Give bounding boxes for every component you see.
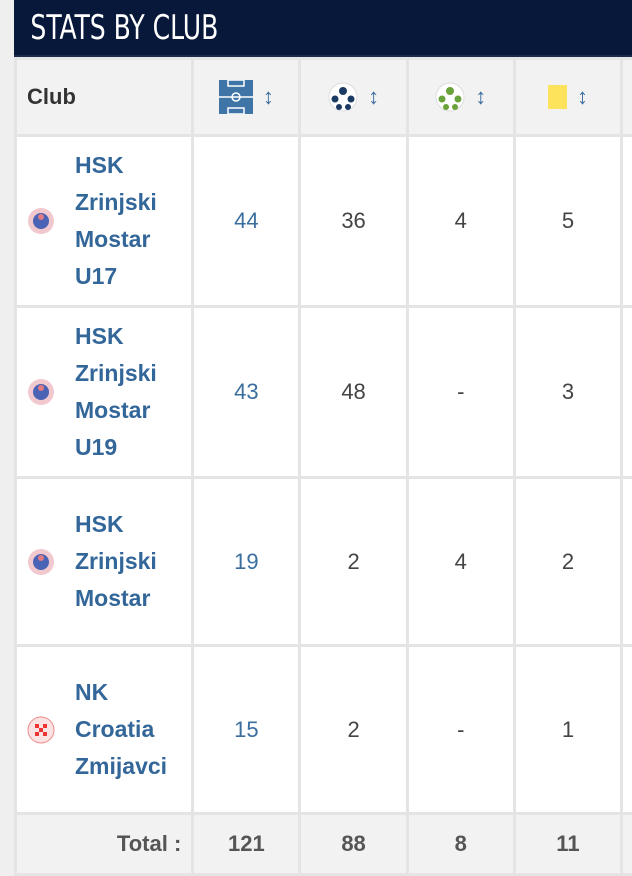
overflow-cell — [622, 136, 632, 307]
total-assists: 8 — [407, 814, 514, 875]
club-name-link[interactable]: HSK Zrinjski Mostar U19 — [75, 318, 157, 466]
table-header-row: Club ↕ — [16, 59, 632, 136]
overflow-cell — [622, 646, 632, 814]
goals-value: 48 — [300, 307, 407, 478]
zrinjski-logo-icon — [27, 548, 55, 576]
column-header-overflow — [622, 59, 632, 136]
goals-value: 36 — [300, 136, 407, 307]
table-row: HSK Zrinjski Mostar 19 2 4 2 — [16, 478, 632, 646]
column-header-yellow-cards[interactable]: ↕ — [514, 59, 621, 136]
column-header-club: Club — [16, 59, 193, 136]
appearances-link[interactable]: 19 — [193, 478, 300, 646]
yellow-cards-value: 2 — [514, 478, 621, 646]
club-name-link[interactable]: NK Croatia Zmijavci — [75, 674, 167, 785]
yellow-cards-value: 1 — [514, 646, 621, 814]
goals-ball-icon — [328, 82, 358, 112]
overflow-cell — [622, 814, 632, 875]
assists-green-ball-icon — [435, 82, 465, 112]
assists-value: 4 — [407, 136, 514, 307]
overflow-cell — [622, 307, 632, 478]
appearances-link[interactable]: 44 — [193, 136, 300, 307]
yellow-card-icon — [548, 85, 567, 109]
sort-icon[interactable]: ↕ — [577, 86, 588, 108]
croatia-zmijavci-logo-icon — [27, 716, 55, 744]
appearances-link[interactable]: 15 — [193, 646, 300, 814]
stats-table: Club ↕ — [14, 57, 632, 876]
club-name-link[interactable]: HSK Zrinjski Mostar — [75, 506, 157, 617]
table-row: HSK Zrinjski Mostar U17 44 36 4 5 — [16, 136, 632, 307]
sort-icon[interactable]: ↕ — [368, 86, 379, 108]
column-header-appearances[interactable]: ↕ — [193, 59, 300, 136]
yellow-cards-value: 3 — [514, 307, 621, 478]
zrinjski-logo-icon — [27, 378, 55, 406]
section-title: STATS BY CLUB — [14, 8, 218, 48]
yellow-cards-value: 5 — [514, 136, 621, 307]
sort-icon[interactable]: ↕ — [263, 86, 274, 108]
sort-icon[interactable]: ↕ — [475, 86, 486, 108]
overflow-cell — [622, 478, 632, 646]
section-header: STATS BY CLUB — [14, 0, 632, 57]
column-header-goals[interactable]: ↕ — [300, 59, 407, 136]
appearances-link[interactable]: 43 — [193, 307, 300, 478]
goals-value: 2 — [300, 478, 407, 646]
assists-value: - — [407, 307, 514, 478]
column-header-assists[interactable]: ↕ — [407, 59, 514, 136]
totals-row: Total : 121 88 8 11 — [16, 814, 632, 875]
goals-value: 2 — [300, 646, 407, 814]
total-appearances: 121 — [193, 814, 300, 875]
zrinjski-logo-icon — [27, 207, 55, 235]
total-yellow-cards: 11 — [514, 814, 621, 875]
table-row: NK Croatia Zmijavci 15 2 - 1 — [16, 646, 632, 814]
table-row: HSK Zrinjski Mostar U19 43 48 - 3 — [16, 307, 632, 478]
stats-by-club-panel: STATS BY CLUB Club ↕ — [14, 0, 632, 876]
assists-value: 4 — [407, 478, 514, 646]
club-name-link[interactable]: HSK Zrinjski Mostar U17 — [75, 147, 157, 295]
assists-value: - — [407, 646, 514, 814]
total-label: Total : — [16, 814, 193, 875]
total-goals: 88 — [300, 814, 407, 875]
appearances-pitch-icon — [219, 80, 253, 114]
